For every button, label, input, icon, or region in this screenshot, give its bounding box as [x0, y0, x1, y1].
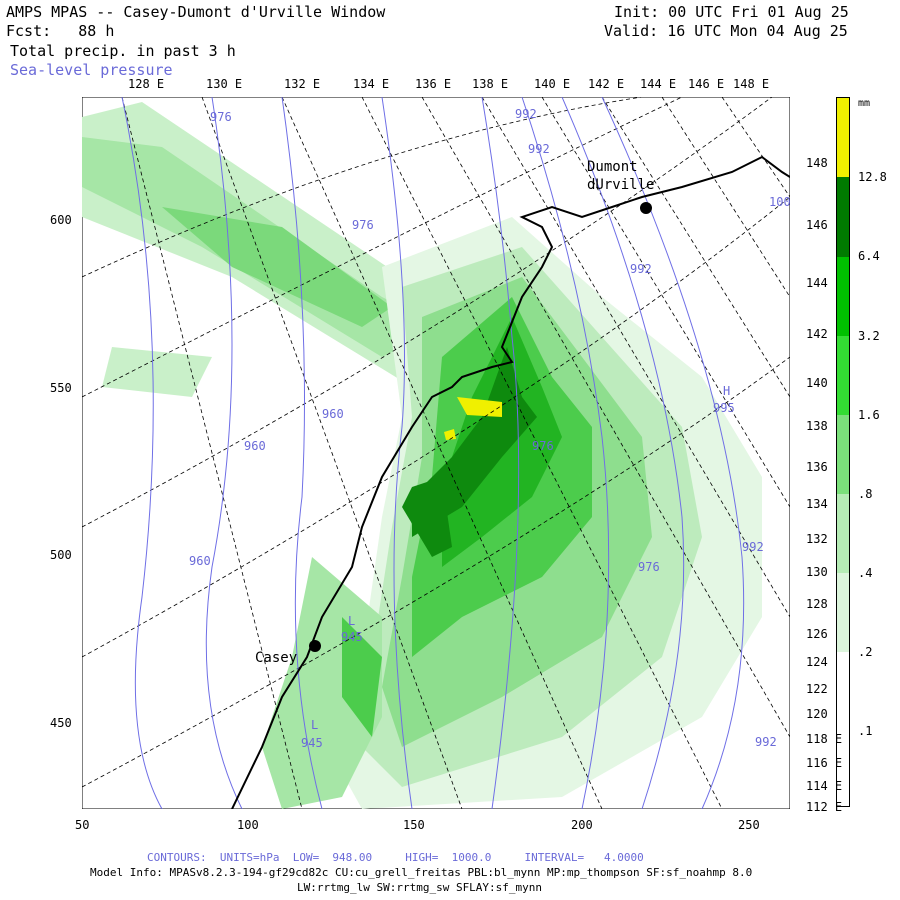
contour-label: 976	[352, 218, 374, 232]
contour-label: 992	[630, 262, 652, 276]
contour-label: 992	[755, 735, 777, 749]
y-tick-600: 600	[50, 213, 72, 227]
map-title: AMPS MPAS -- Casey-Dumont d'Urville Wind…	[6, 3, 386, 21]
legend-label: .1	[858, 724, 873, 738]
contour-label: 945	[341, 630, 363, 644]
x-tick-150: 150	[403, 818, 425, 832]
pressure-contours	[121, 97, 745, 809]
pressure-low-marker: L	[311, 718, 319, 732]
pressure-high-marker: H	[723, 384, 731, 398]
contour-label: 960	[189, 554, 211, 568]
forecast-hour: Fcst: 88 h	[6, 22, 115, 40]
top-tick-134: 134 E	[353, 77, 390, 91]
legend-label: .2	[858, 645, 873, 659]
right-tick: 126 E	[806, 627, 843, 641]
model-info-2: LW:rrtmg_lw SW:rrtmg_sw SFLAY:sf_mynn	[297, 881, 543, 894]
contour-label: 995	[713, 401, 735, 415]
init-time: Init: 00 UTC Fri 01 Aug 25	[614, 3, 849, 21]
contour-label: 960	[322, 407, 344, 421]
right-tick: 116 E	[806, 756, 843, 770]
top-tick-136: 136 E	[415, 77, 452, 91]
precip-color-legend	[836, 97, 850, 807]
x-tick-200: 200	[571, 818, 593, 832]
legend-label: 3.2	[858, 329, 880, 343]
legend-label: 1.6	[858, 408, 880, 422]
contour-label: 945	[301, 736, 323, 750]
x-tick-50: 50	[75, 818, 90, 832]
legend-unit: mm	[858, 98, 871, 109]
right-tick: 140 E	[806, 376, 843, 390]
legend-label: 12.8	[858, 170, 887, 184]
right-tick: 138 E	[806, 419, 843, 433]
right-tick: 142 E	[806, 327, 843, 341]
legend-swatch	[837, 177, 849, 257]
top-tick-132: 132 E	[284, 77, 321, 91]
legend-swatch	[837, 415, 849, 494]
precip-map	[82, 97, 790, 809]
x-tick-250: 250	[738, 818, 760, 832]
top-tick-140: 140 E	[534, 77, 571, 91]
right-tick: 124 E	[806, 655, 843, 669]
field-name: Total precip. in past 3 h	[10, 42, 236, 60]
precip-shading	[82, 102, 762, 809]
right-tick: 144 E	[806, 276, 843, 290]
station-marker-casey	[309, 640, 321, 652]
contour-label: 992	[742, 540, 764, 554]
top-tick-142: 142 E	[588, 77, 625, 91]
top-tick-148: 148 E	[733, 77, 770, 91]
legend-swatch	[837, 652, 849, 730]
x-tick-100: 100	[237, 818, 259, 832]
contour-label: 960	[244, 439, 266, 453]
contour-label: 992	[515, 107, 537, 121]
legend-swatch	[837, 494, 849, 573]
legend-swatch	[837, 573, 849, 652]
contour-label: 992	[528, 142, 550, 156]
contour-field-name: Sea-level pressure	[10, 61, 173, 79]
right-tick: 146 E	[806, 218, 843, 232]
top-tick-128: 128 E	[128, 77, 165, 91]
right-tick: 130 E	[806, 565, 843, 579]
right-tick: 134 E	[806, 497, 843, 511]
right-tick: 148 E	[806, 156, 843, 170]
contour-label: 976	[532, 439, 554, 453]
contour-info: CONTOURS: UNITS=hPa LOW= 948.00 HIGH= 10…	[147, 851, 644, 864]
top-tick-130: 130 E	[206, 77, 243, 91]
y-tick-550: 550	[50, 381, 72, 395]
model-info: Model Info: MPASv8.2.3-194-gf29cd82c CU:…	[90, 866, 753, 879]
station-label-dumont-durville: Dumont dUrville	[587, 159, 655, 193]
top-tick-144: 144 E	[640, 77, 677, 91]
contour-label: 976	[638, 560, 660, 574]
legend-label: .4	[858, 566, 873, 580]
right-tick: 132 E	[806, 532, 843, 546]
legend-swatch	[837, 336, 849, 415]
valid-time: Valid: 16 UTC Mon 04 Aug 25	[604, 22, 848, 40]
y-tick-450: 450	[50, 716, 72, 730]
right-tick: 112 E	[806, 800, 843, 814]
right-tick: 118 E	[806, 732, 843, 746]
contour-label: 976	[210, 110, 232, 124]
top-tick-146: 146 E	[688, 77, 725, 91]
right-tick: 114 E	[806, 779, 843, 793]
top-tick-138: 138 E	[472, 77, 509, 91]
right-tick: 136 E	[806, 460, 843, 474]
station-label-casey: Casey	[255, 650, 298, 666]
right-tick: 120 E	[806, 707, 843, 721]
coastline	[231, 155, 790, 809]
legend-swatch	[837, 257, 849, 336]
y-tick-500: 500	[50, 548, 72, 562]
legend-label: 6.4	[858, 249, 880, 263]
contour-label: 100	[769, 195, 791, 209]
station-marker-dumont-durville	[640, 202, 652, 214]
pressure-low-marker: L	[348, 614, 356, 628]
legend-label: .8	[858, 487, 873, 501]
right-tick: 122 E	[806, 682, 843, 696]
lat-lon-grid	[82, 97, 790, 809]
legend-swatch	[837, 98, 849, 177]
right-tick: 128 E	[806, 597, 843, 611]
